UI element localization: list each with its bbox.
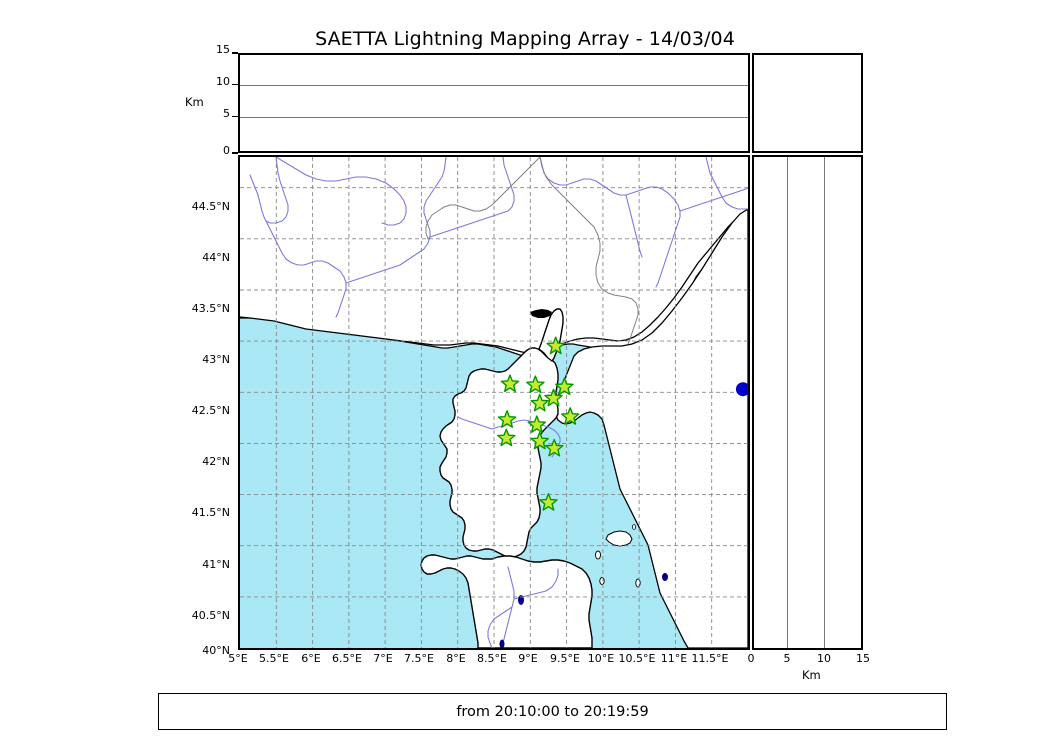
xtick-lon-10: 10°E: [587, 652, 615, 665]
station-markers-layer: [497, 336, 580, 511]
ytick-top-10: 10: [216, 75, 230, 88]
vhf-source-marker[interactable]: [735, 382, 748, 397]
river-adige: [705, 157, 748, 210]
tickmark: [232, 116, 238, 117]
right-panel-axis-label: Km: [802, 668, 821, 682]
station-marker[interactable]: [539, 493, 558, 511]
altitude-latitude-panel[interactable]: [752, 155, 863, 650]
station-marker[interactable]: [500, 374, 520, 393]
ytick-lat-43: 43°N: [202, 353, 230, 366]
map-gridlines: [240, 157, 748, 648]
time-range-text: from 20:10:00 to 20:19:59: [456, 703, 649, 720]
river-rhone: [249, 157, 289, 224]
xtick-lon-10_5: 10.5°E: [618, 652, 656, 665]
sardinia-landmass: [420, 554, 593, 648]
xtick-lon-5_5: 5.5°E: [259, 652, 289, 665]
station-marker[interactable]: [527, 415, 547, 433]
map-panel[interactable]: [238, 155, 750, 650]
xtick-lon-9: 9°E: [518, 652, 538, 665]
xtick-lon-11: 11°E: [660, 652, 688, 665]
river-corsica-tavignano: [457, 416, 493, 430]
station-marker[interactable]: [544, 438, 564, 457]
xtick-km-5: 5: [783, 652, 791, 665]
station-marker[interactable]: [544, 388, 563, 407]
ytick-lat-40_5: 40.5°N: [191, 609, 230, 622]
xtick-lon-7_5: 7.5°E: [404, 652, 434, 665]
lake-bracciano: [662, 573, 668, 581]
xtick-km-0: 0: [747, 652, 755, 665]
northern-coastline: [240, 208, 748, 354]
ytick-lat-44_5: 44.5°N: [191, 200, 230, 213]
xtick-km-15: 15: [856, 652, 870, 665]
time-range-status-bar[interactable]: from 20:10:00 to 20:19:59: [158, 693, 947, 730]
station-marker[interactable]: [546, 336, 565, 355]
altitude-corner-panel[interactable]: [752, 53, 863, 153]
ytick-lat-42_5: 42.5°N: [191, 404, 230, 417]
tickmark: [232, 84, 238, 85]
ytick-lat-44: 44°N: [202, 251, 230, 264]
xtick-lon-6_5: 6.5°E: [332, 652, 362, 665]
island-pianosa: [599, 577, 605, 585]
corsica-landmass: [439, 347, 559, 558]
ytick-top-0: 0: [223, 144, 230, 157]
station-marker[interactable]: [530, 431, 549, 450]
station-marker[interactable]: [555, 377, 574, 396]
top-panel-axis-label: Km: [185, 95, 204, 109]
xtick-lon-8: 8°E: [446, 652, 466, 665]
border-france-italy: [539, 157, 639, 345]
riviera-coast-detail: [240, 320, 464, 648]
station-marker[interactable]: [526, 375, 545, 394]
ytick-top-15: 15: [216, 43, 230, 56]
river-sardinia-branch: [487, 606, 513, 648]
xtick-lon-11_5: 11.5°E: [691, 652, 729, 665]
xtick-lon-9_5: 9.5°E: [550, 652, 580, 665]
xtick-lon-5: 5°E: [228, 652, 248, 665]
lake-sardinia-north: [518, 595, 524, 605]
ytick-lat-43_5: 43.5°N: [191, 302, 230, 315]
gridline-5km: [787, 157, 788, 648]
ytick-lat-40: 40°N: [202, 644, 230, 657]
island-gorgona: [631, 524, 636, 530]
gridline-10km: [824, 157, 825, 648]
tickmark: [232, 152, 238, 154]
border-france-switzerland: [425, 157, 541, 240]
altitude-longitude-panel[interactable]: [238, 53, 750, 153]
gridline-10km: [240, 85, 748, 86]
tickmark: [232, 52, 238, 54]
xtick-km-10: 10: [817, 652, 831, 665]
river-rhone-lower: [265, 220, 347, 318]
lake-geneva: [530, 309, 552, 318]
station-marker[interactable]: [560, 407, 580, 425]
river-north-west: [275, 157, 407, 226]
river-durance: [345, 157, 447, 284]
river-arno: [679, 187, 748, 212]
ytick-top-5: 5: [223, 107, 230, 120]
river-var: [429, 157, 515, 238]
lake-sardinia-south: [499, 639, 505, 648]
rivers-layer: [249, 157, 748, 648]
ytick-lat-41: 41°N: [202, 558, 230, 571]
tuscany-landmass: [553, 208, 748, 648]
river-sardinia-east: [513, 568, 559, 600]
station-marker[interactable]: [497, 410, 517, 428]
ytick-lat-42: 42°N: [202, 455, 230, 468]
xtick-lon-6: 6°E: [301, 652, 321, 665]
page-title: SAETTA Lightning Mapping Array - 14/03/0…: [315, 28, 735, 50]
ytick-lat-41_5: 41.5°N: [191, 506, 230, 519]
station-marker[interactable]: [497, 428, 516, 447]
station-marker[interactable]: [530, 393, 549, 412]
source-markers-layer: [735, 382, 748, 397]
borders-layer: [425, 157, 639, 345]
island-capraia: [595, 550, 601, 560]
gridline-5km: [240, 117, 748, 118]
xtick-lon-7: 7°E: [373, 652, 393, 665]
map-svg: [240, 157, 748, 648]
elba-island: [605, 530, 633, 547]
xtick-lon-8_5: 8.5°E: [477, 652, 507, 665]
